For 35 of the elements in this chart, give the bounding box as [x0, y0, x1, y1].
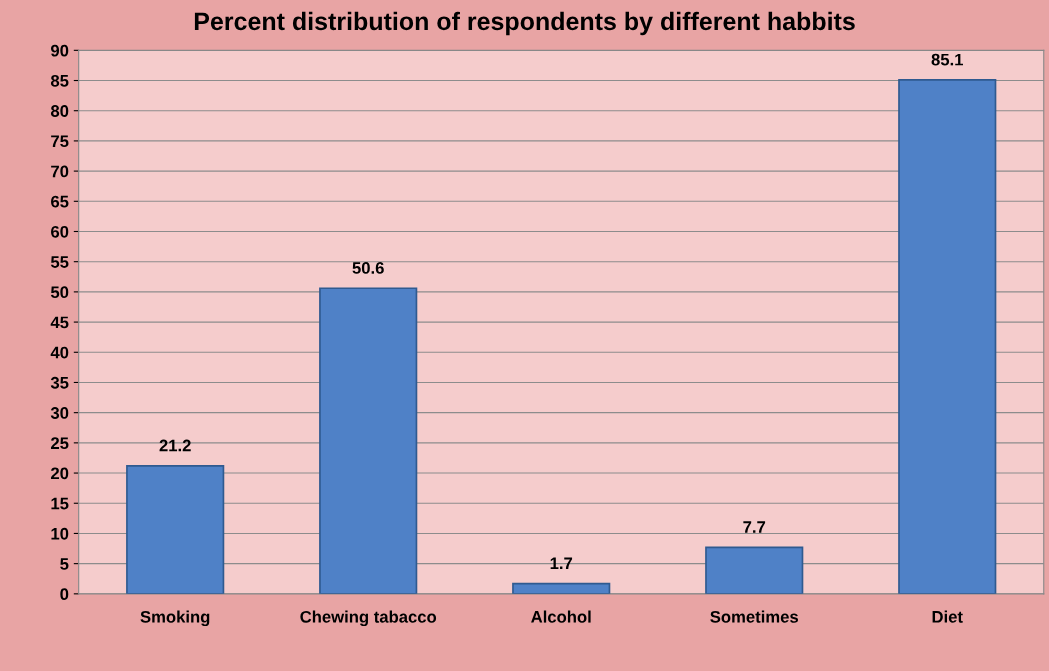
x-tick-label: Sometimes [710, 610, 799, 623]
data-label: 7.7 [743, 521, 766, 533]
y-tick-label: 70 [51, 165, 69, 178]
x-tick-label: Chewing tabacco [300, 610, 437, 627]
y-tick-label: 50 [50, 286, 69, 299]
data-label: 1.7 [550, 557, 573, 569]
y-tick-label: 90 [50, 44, 69, 57]
y-tick-label: 40 [50, 346, 69, 359]
y-tick-label: 60 [51, 225, 69, 238]
data-label: 50.6 [352, 262, 384, 274]
y-tick-label: 75 [51, 135, 69, 148]
data-label: 85.1 [931, 53, 963, 66]
x-tick-label: Diet [932, 610, 963, 623]
y-tick-label: 80 [50, 105, 69, 117]
bar [898, 79, 997, 594]
x-tick-label: Smoking [140, 610, 210, 627]
y-tick-label: 15 [51, 497, 69, 510]
y-tick-label: 45 [50, 316, 69, 329]
chart-title: Percent distribution of respondents by different habbits [194, 11, 855, 36]
y-tick-label: 5 [60, 558, 69, 570]
y-tick-label: 55 [50, 256, 69, 268]
bar [319, 287, 418, 594]
data-label: 21.2 [159, 439, 191, 452]
bar [705, 546, 804, 594]
y-tick-label: 10 [51, 527, 69, 540]
y-tick-label: 85 [50, 74, 69, 87]
y-tick-label: 0 [60, 588, 69, 601]
y-tick-label: 25 [50, 437, 69, 450]
y-tick-label: 35 [50, 376, 69, 389]
bar [126, 464, 225, 594]
y-tick-label: 20 [50, 467, 69, 480]
bar [512, 582, 611, 594]
y-tick-label: 65 [51, 195, 69, 208]
x-tick-label: Alcohol [531, 610, 591, 623]
y-tick-label: 30 [50, 407, 69, 419]
